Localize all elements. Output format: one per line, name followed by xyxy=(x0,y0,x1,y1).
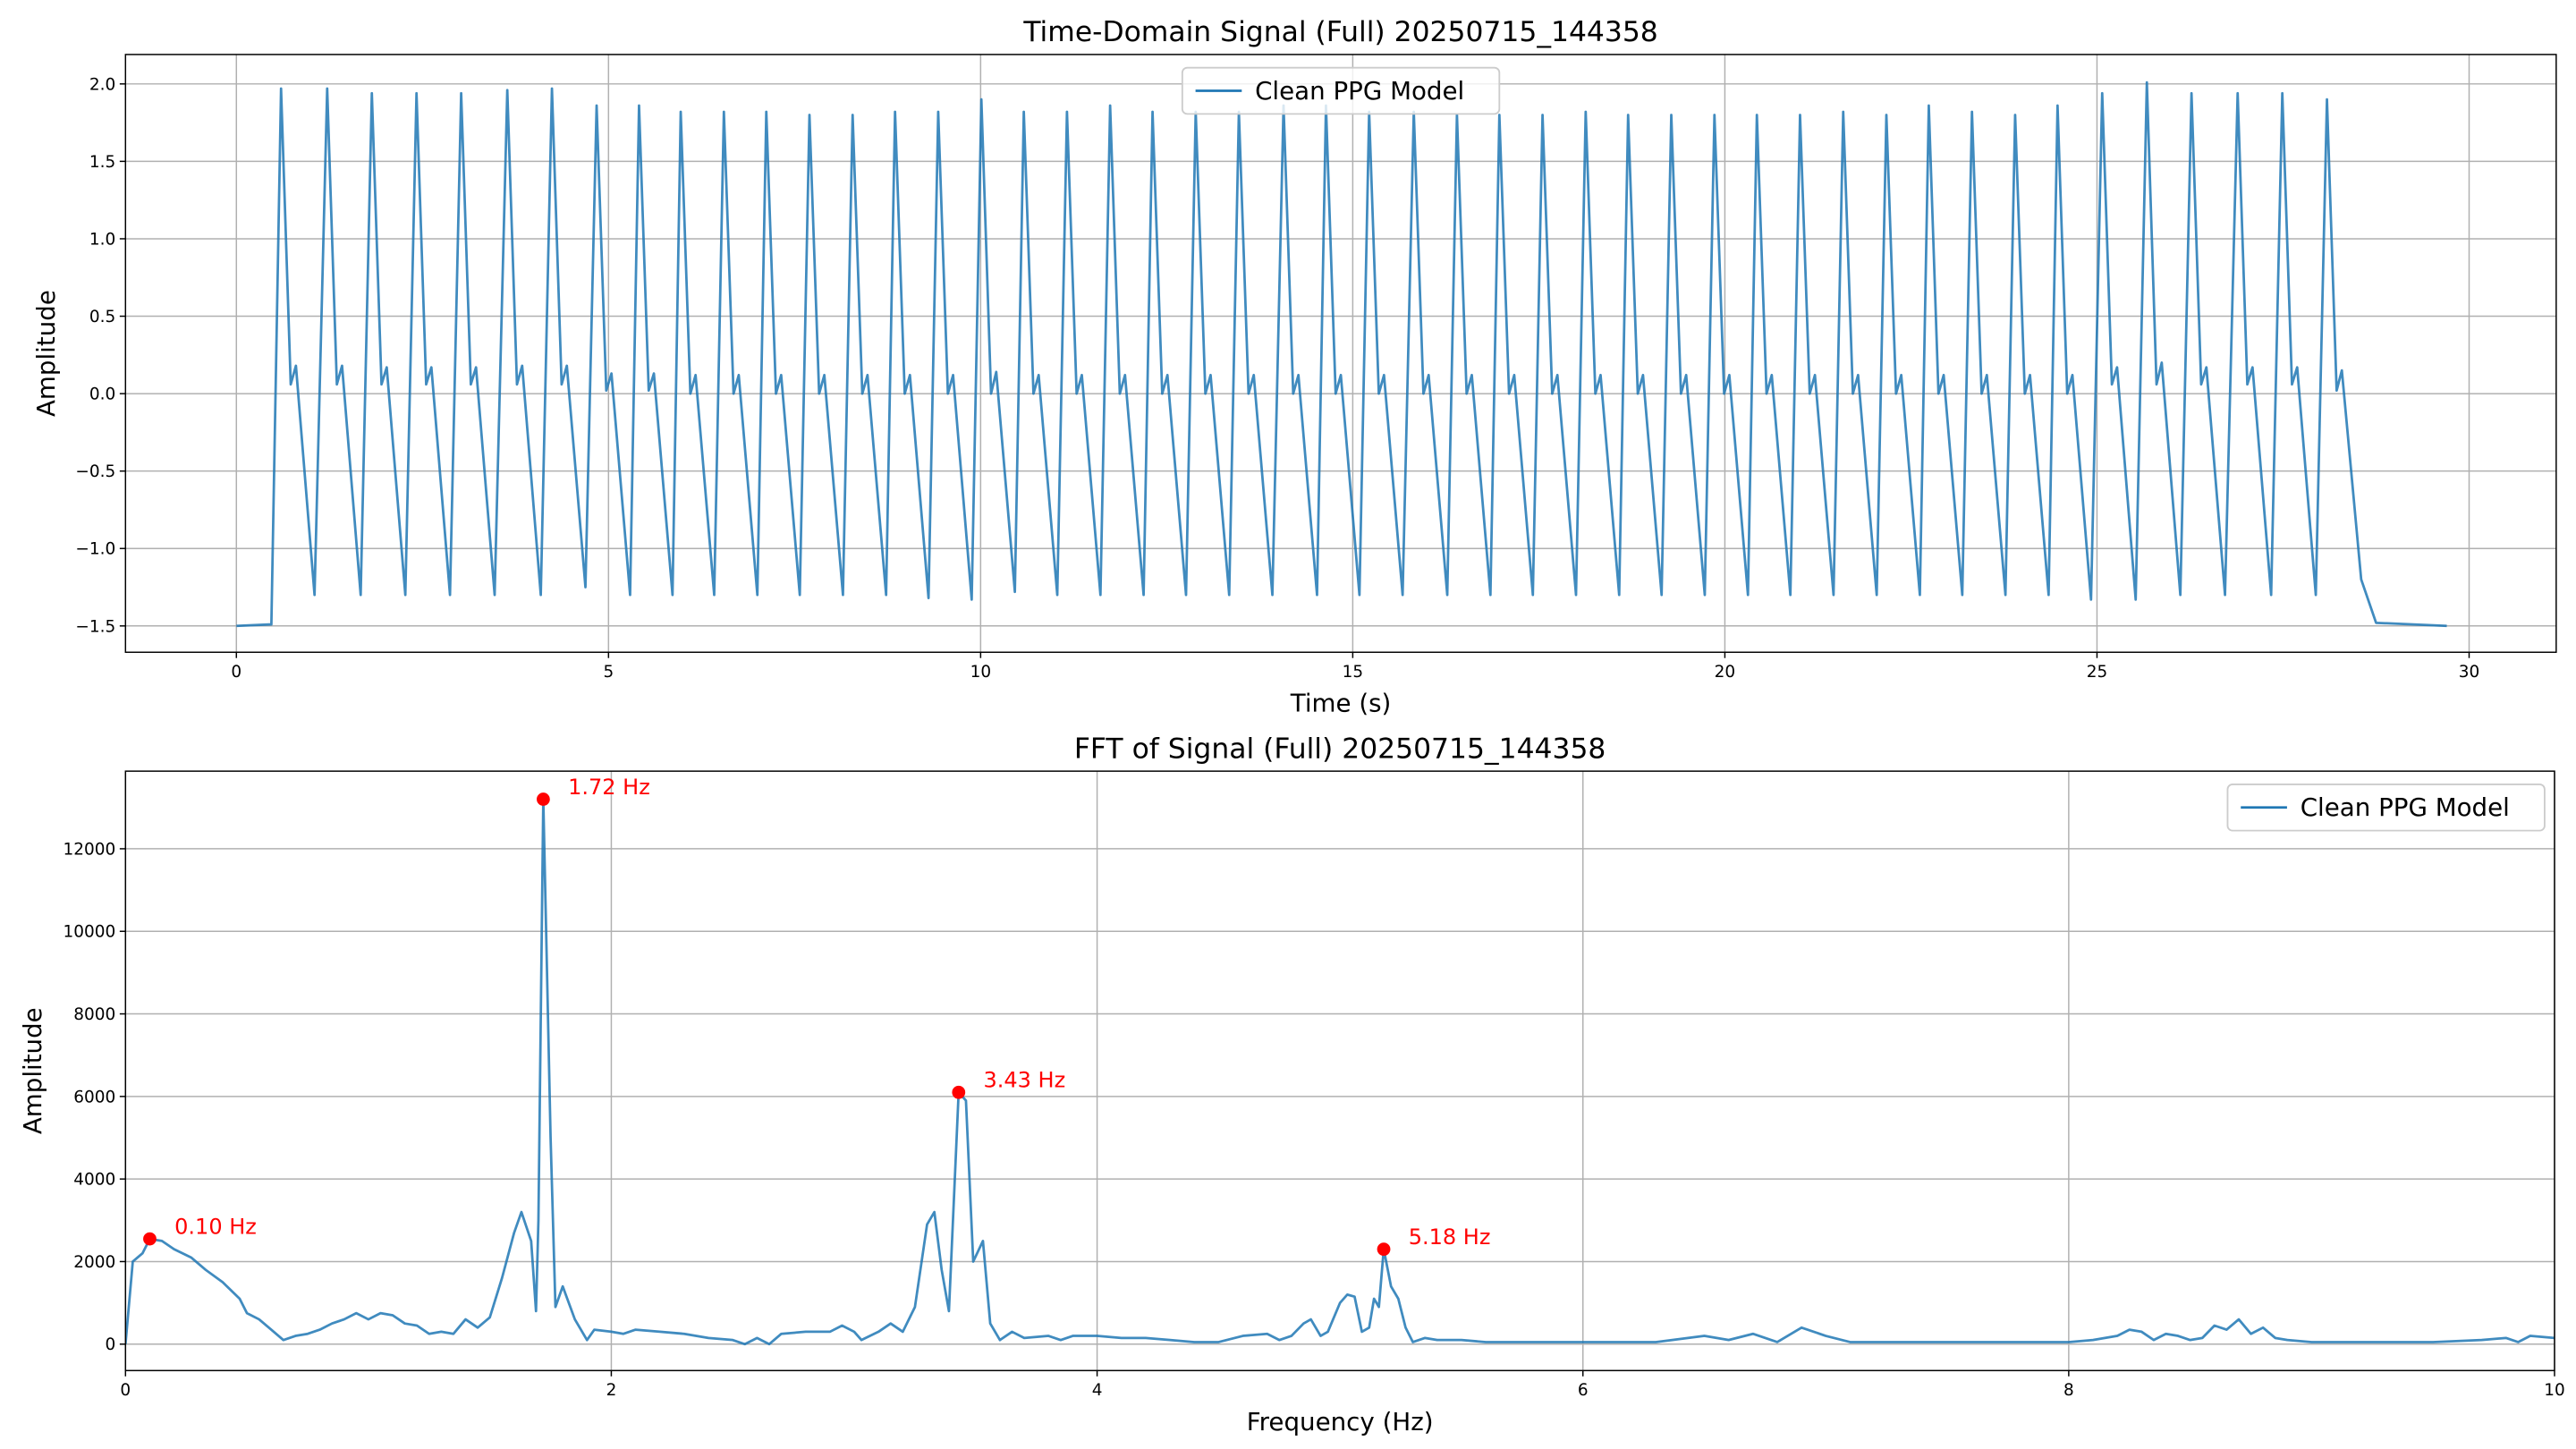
x-tick-label: 20 xyxy=(1715,663,1735,682)
legend-box xyxy=(1181,66,1501,115)
y-tick-label: 10000 xyxy=(64,923,116,942)
x-tick-label: 5 xyxy=(603,663,614,682)
x-tick-label: 0 xyxy=(120,1381,131,1400)
y-tick-label: 6000 xyxy=(73,1088,115,1106)
x-tick-label: 25 xyxy=(2087,663,2107,682)
legend-label: Clean PPG Model xyxy=(1255,76,1464,106)
axes-frame xyxy=(124,770,2555,1372)
y-tick-label: 1.0 xyxy=(89,230,115,249)
x-tick-label: 10 xyxy=(970,663,991,682)
x-tick-label: 8 xyxy=(2063,1381,2074,1400)
plot-area xyxy=(125,771,2555,1371)
peak-label: 3.43 Hz xyxy=(983,1068,1065,1093)
signal-line xyxy=(236,80,2447,628)
y-tick-label: −1.0 xyxy=(75,540,115,559)
x-tick-label: 6 xyxy=(1578,1381,1589,1400)
legend-box xyxy=(2226,784,2546,832)
y-axis-label: Amplitude xyxy=(18,1007,47,1134)
y-tick-label: 2000 xyxy=(73,1253,115,1272)
y-tick-label: 1.5 xyxy=(89,153,115,172)
legend-label: Clean PPG Model xyxy=(2301,792,2510,822)
peak-marker xyxy=(143,1232,157,1246)
y-tick-label: 0 xyxy=(105,1335,115,1354)
peak-marker xyxy=(537,792,550,806)
signal-line xyxy=(125,798,2555,1346)
peak-marker xyxy=(1377,1242,1391,1256)
x-axis-label: Time (s) xyxy=(1290,689,1392,718)
x-tick-label: 10 xyxy=(2544,1381,2564,1400)
peak-label: 0.10 Hz xyxy=(174,1215,257,1240)
x-tick-label: 0 xyxy=(231,663,242,682)
axes-frame xyxy=(124,54,2557,653)
y-tick-label: −0.5 xyxy=(75,462,115,481)
y-tick-label: −1.5 xyxy=(75,617,115,636)
x-tick-label: 15 xyxy=(1343,663,1363,682)
peak-label: 1.72 Hz xyxy=(568,775,650,800)
x-axis-label: Frequency (Hz) xyxy=(1247,1407,1434,1436)
y-tick-label: 12000 xyxy=(64,840,116,859)
y-tick-label: 8000 xyxy=(73,1005,115,1024)
y-tick-label: 0.0 xyxy=(89,386,115,404)
y-tick-label: 4000 xyxy=(73,1171,115,1190)
y-tick-label: 0.5 xyxy=(89,308,115,326)
peak-marker xyxy=(952,1085,966,1099)
chart-title: FFT of Signal (Full) 20250715_144358 xyxy=(1074,733,1606,765)
y-tick-label: 2.0 xyxy=(89,75,115,94)
chart-title: Time-Domain Signal (Full) 20250715_14435… xyxy=(1022,16,1657,48)
x-tick-label: 4 xyxy=(1092,1381,1103,1400)
legend: Clean PPG Model xyxy=(2226,784,2546,832)
peak-label: 5.18 Hz xyxy=(1409,1224,1491,1250)
plot-area xyxy=(125,54,2556,653)
y-axis-label: Amplitude xyxy=(31,290,61,417)
x-tick-label: 2 xyxy=(606,1381,617,1400)
x-tick-label: 30 xyxy=(2459,663,2479,682)
legend: Clean PPG Model xyxy=(1181,66,1501,115)
